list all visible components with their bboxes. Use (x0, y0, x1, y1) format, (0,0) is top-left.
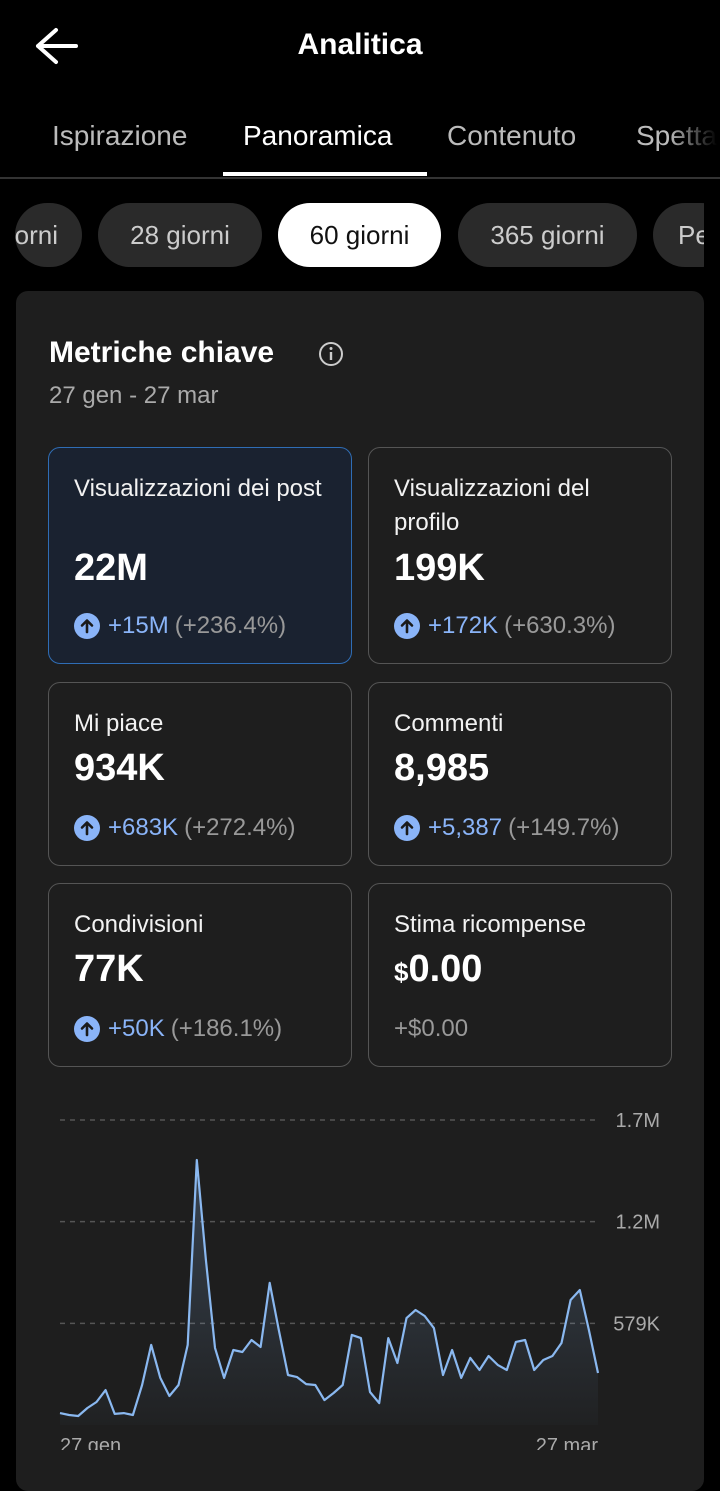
currency: $ (394, 957, 409, 987)
tab-bar: Ispirazione Panoramica Contenuto Spetta (0, 0, 720, 180)
tile-value: 22M (74, 547, 148, 590)
y-tick-label: 1.7M (616, 1110, 660, 1132)
area (60, 1160, 598, 1425)
back-arrow[interactable] (34, 26, 78, 66)
tile-delta: +172K (+630.3%) (394, 612, 615, 640)
up-icon (74, 815, 100, 841)
chip-row: orni 28 giorni 60 giorni 365 giorni Pe (0, 0, 704, 280)
tile-label: Stima ricompense (394, 911, 587, 938)
up-icon (394, 815, 420, 841)
tile-value: 934K (74, 747, 165, 790)
divider (0, 177, 720, 179)
value-text: 77K (74, 948, 144, 990)
delta-value: +50K (108, 1015, 165, 1042)
tile-delta: +50K (+186.1%) (74, 1015, 282, 1043)
date-range: 27 gen - 27 mar (49, 382, 219, 409)
value-text: 934K (74, 747, 165, 789)
up-icon (74, 613, 100, 639)
up-icon (74, 1016, 100, 1042)
tile-value: 77K (74, 948, 144, 991)
delta-percent: (+630.3%) (504, 612, 616, 639)
chip-label: 28 giorni (130, 219, 230, 250)
tab[interactable]: Ispirazione (52, 120, 188, 151)
y-tick-label: 1.2M (616, 1212, 660, 1234)
tab[interactable]: Panoramica (243, 120, 393, 151)
chip[interactable]: Pe (653, 203, 704, 267)
tile-label: Visualizzazioni del profilo (394, 475, 590, 536)
value-text: 8,985 (394, 747, 490, 789)
metric-tile[interactable]: Visualizzazioni del profilo 199K +172K (+63… (368, 447, 672, 664)
chart: 579K 1.2M 1.7M 27 gen 27 mar (59, 1110, 661, 1450)
tile-label: Visualizzazioni dei post (74, 475, 322, 502)
delta-percent: (+236.4%) (174, 612, 287, 639)
metrics-card: Metriche chiave 27 gen - 27 mar Visualiz… (16, 291, 704, 1491)
delta-value: +5,387 (428, 814, 503, 841)
page-title: Analitica (297, 28, 423, 61)
tab-underline (223, 172, 427, 176)
info-icon[interactable] (318, 341, 344, 367)
tile-value: 8,985 (394, 747, 489, 790)
delta-percent: (+186.1%) (170, 1015, 283, 1042)
tile-delta: +5,387 (+149.7%) (394, 814, 619, 842)
tile-delta: +15M (+236.4%) (74, 612, 286, 640)
tab[interactable]: Spetta (636, 120, 717, 151)
delta-value: +172K (428, 612, 499, 639)
metric-tile[interactable]: Visualizzazioni dei post 22M +15M (+236.4%) (48, 447, 352, 664)
x-tick-label: 27 gen (60, 1435, 121, 1450)
line (59, 1158, 600, 1418)
chip-label: orni (15, 219, 58, 250)
y-tick-label: 579K (613, 1313, 660, 1335)
tile-delta: +$0.00 (394, 1015, 468, 1043)
delta-value: +683K (108, 814, 179, 841)
value-text: 0.00 (408, 948, 483, 990)
chip[interactable]: 28 giorni (98, 203, 262, 267)
chip[interactable]: 60 giorni (278, 203, 441, 267)
up-icon (394, 613, 420, 639)
tile-label: Mi piace (74, 710, 164, 737)
card-title: Metriche chiave (49, 336, 275, 369)
tile-value: $0.00 (394, 948, 482, 991)
delta-percent: (+149.7%) (508, 814, 620, 841)
chip[interactable]: orni (15, 203, 82, 267)
metric-tile[interactable]: Stima ricompense $0.00 +$0.00 (368, 883, 672, 1067)
tile-label: Commenti (394, 710, 504, 737)
metric-tile[interactable]: Commenti 8,985 +5,387 (+149.7%) (368, 682, 672, 866)
value-text: 199K (394, 547, 485, 589)
x-tick-label: 27 mar (536, 1435, 599, 1450)
delta-value: +$0.00 (394, 1015, 469, 1042)
chip-label: 60 giorni (309, 219, 410, 250)
metric-tile[interactable]: Mi piace 934K +683K (+272.4%) (48, 682, 352, 866)
metric-tile[interactable]: Condivisioni 77K +50K (+186.1%) (48, 883, 352, 1067)
tab[interactable]: Contenuto (447, 120, 577, 151)
delta-percent: (+272.4%) (184, 814, 296, 841)
delta-value: +15M (108, 612, 169, 639)
tile-delta: +683K (+272.4%) (74, 814, 295, 842)
value-text: 22M (74, 547, 148, 589)
chip-label: Pe (678, 219, 704, 250)
tile-value: 199K (394, 547, 485, 590)
tile-label: Condivisioni (74, 911, 204, 938)
chip[interactable]: 365 giorni (458, 203, 637, 267)
chip-label: 365 giorni (490, 219, 605, 250)
